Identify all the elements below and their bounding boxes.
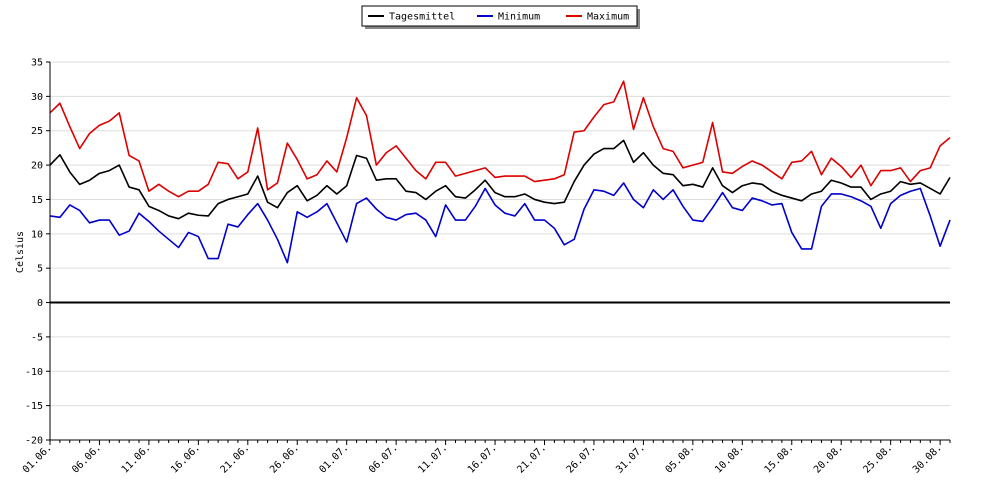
series-group bbox=[49, 80, 951, 264]
y-axis-ticks: 35 30 25 20 15 10 5 0 -5 -10 -15 -20 bbox=[25, 58, 50, 447]
series-line-tagesmittel bbox=[49, 139, 951, 220]
legend-box bbox=[361, 5, 638, 27]
series-line-maximum bbox=[49, 80, 951, 198]
y-tick-label: -20 bbox=[25, 436, 43, 447]
y-tick-label: 0 bbox=[37, 298, 43, 309]
x-tick-label: 15.08. bbox=[763, 442, 796, 475]
x-tick-label: 16.06. bbox=[169, 442, 202, 475]
x-tick-label: 21.06. bbox=[219, 442, 252, 475]
x-tick-label: 30.08. bbox=[911, 442, 944, 475]
x-tick-label: 16.07. bbox=[466, 442, 499, 475]
x-tick-label: 06.07. bbox=[367, 442, 400, 475]
y-tick-label: 20 bbox=[31, 161, 43, 172]
y-tick-label: -15 bbox=[25, 401, 43, 412]
x-tick-label: 21.07. bbox=[515, 442, 548, 475]
x-tick-label: 01.07. bbox=[318, 442, 351, 475]
x-tick-label: 26.07. bbox=[565, 442, 598, 475]
x-tick-label: 20.08. bbox=[812, 442, 845, 475]
x-tick-label: 11.07. bbox=[416, 442, 449, 475]
x-tick-label: 11.06. bbox=[120, 442, 153, 475]
x-tick-label: 26.06. bbox=[268, 442, 301, 475]
y-axis-label: Celsius bbox=[15, 231, 26, 273]
legend-label-maximum: Maximum bbox=[587, 12, 629, 23]
y-tick-label: 10 bbox=[31, 229, 43, 240]
x-tick-label: 06.06. bbox=[70, 442, 103, 475]
y-tick-label: 5 bbox=[37, 264, 43, 275]
x-tick-label: 05.08. bbox=[664, 442, 697, 475]
y-tick-label: 35 bbox=[31, 58, 43, 69]
grid-lines bbox=[50, 61, 950, 441]
x-tick-label: 01.06. bbox=[21, 442, 54, 475]
y-tick-label: 25 bbox=[31, 126, 43, 137]
x-tick-label: 31.07. bbox=[614, 442, 647, 475]
y-tick-label: -5 bbox=[31, 332, 43, 343]
y-tick-label: -10 bbox=[25, 367, 43, 378]
axes bbox=[49, 62, 950, 441]
y-tick-label: 30 bbox=[31, 92, 43, 103]
x-tick-label: 10.08. bbox=[713, 442, 746, 475]
legend: Tagesmittel Minimum Maximum bbox=[361, 5, 640, 29]
x-axis-ticks: 01.06. 06.06. 11.06. 16.06. 21.06. 26.06. 01.0… bbox=[21, 440, 951, 476]
y-tick-label: 15 bbox=[31, 195, 43, 206]
legend-label-minimum: Minimum bbox=[498, 12, 540, 23]
series-line-minimum bbox=[49, 182, 951, 264]
legend-label-tagesmittel: Tagesmittel bbox=[389, 12, 455, 23]
x-tick-label: 25.08. bbox=[861, 442, 894, 475]
